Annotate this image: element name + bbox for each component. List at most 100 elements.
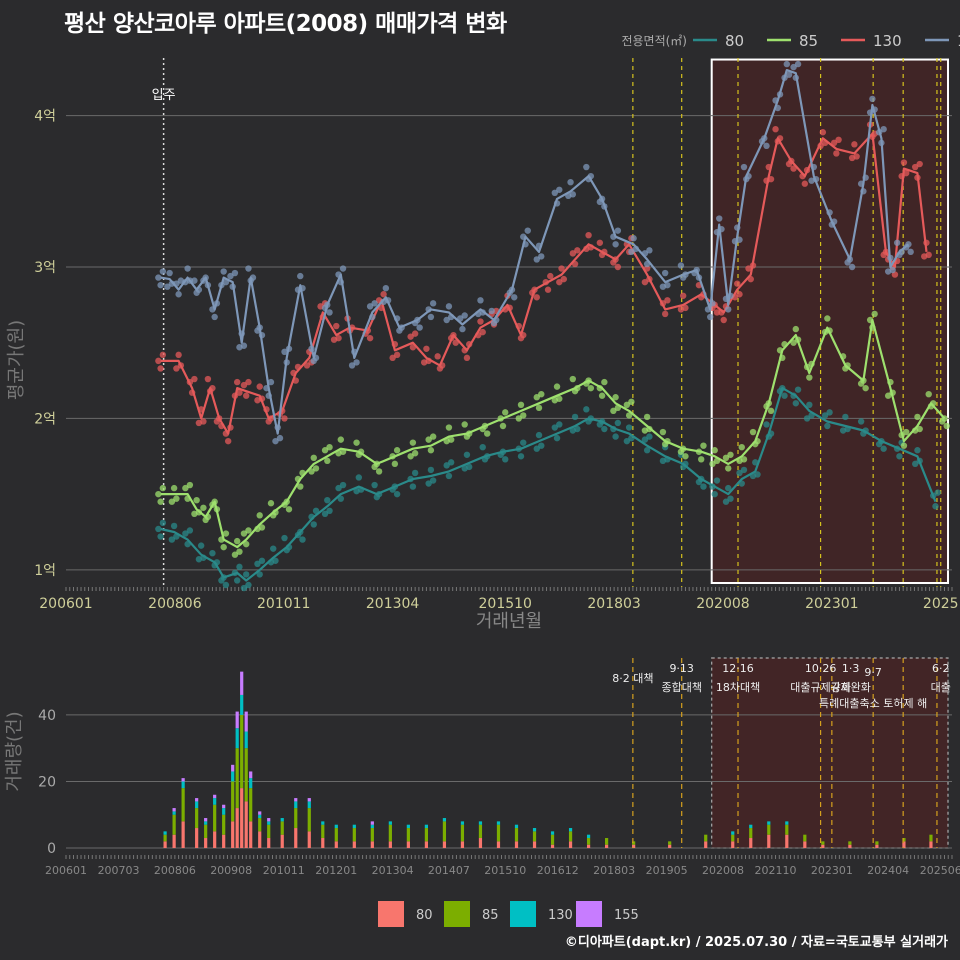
price-point-130 <box>245 378 252 386</box>
price-point-80 <box>312 507 320 514</box>
price-point-80 <box>155 525 162 533</box>
price-point-130 <box>423 345 430 352</box>
volume-bar-130 <box>460 821 465 825</box>
price-point-85 <box>902 428 910 436</box>
volume-bar-155 <box>258 811 262 815</box>
volume-bar-80 <box>352 841 356 848</box>
price-point-85 <box>427 447 435 454</box>
price-point-130 <box>853 153 860 160</box>
volume-bar-85 <box>442 821 447 842</box>
price-point-130 <box>596 239 604 246</box>
volume-bar-80 <box>244 801 248 848</box>
volume-bar-85 <box>406 828 410 842</box>
price-point-155 <box>366 303 374 310</box>
volume-x-tick-label: 201905 <box>646 864 688 877</box>
price-point-85 <box>749 428 757 436</box>
y-tick-label: 2억 <box>34 411 56 427</box>
price-point-85 <box>806 374 813 381</box>
volume-y-tick-label: 0 <box>47 841 56 857</box>
price-point-130 <box>236 389 243 396</box>
price-point-80 <box>236 563 243 571</box>
price-point-130 <box>547 272 554 280</box>
price-point-85 <box>520 412 527 419</box>
price-point-155 <box>646 247 653 254</box>
price-point-130 <box>925 251 932 259</box>
volume-bar-80 <box>181 821 185 848</box>
price-point-155 <box>567 179 574 186</box>
price-point-80 <box>763 421 770 428</box>
price-point-80 <box>740 466 748 474</box>
price-point-130 <box>175 351 182 359</box>
volume-bar-130 <box>586 834 591 839</box>
price-point-85 <box>170 484 178 492</box>
price-point-80 <box>520 439 527 446</box>
annotation-date: 12·16 <box>722 662 754 675</box>
price-point-80 <box>517 453 525 460</box>
price-point-85 <box>871 310 878 318</box>
annotation-date: 9·13 <box>669 662 694 675</box>
volume-bar-155 <box>244 711 248 732</box>
volume-bar-130 <box>749 824 753 829</box>
volume-bar-80 <box>875 844 879 848</box>
volume-legend-label-80: 80 <box>416 908 433 923</box>
price-point-80 <box>914 447 921 454</box>
price-point-85 <box>725 465 732 472</box>
x-tick-label: 200601 <box>39 596 92 612</box>
price-point-155 <box>184 265 191 272</box>
volume-bar-85 <box>240 714 244 789</box>
price-point-80 <box>556 421 563 428</box>
volume-bar-85 <box>195 808 199 829</box>
price-point-155 <box>339 265 347 272</box>
price-point-155 <box>848 263 856 271</box>
volume-bar-80 <box>731 841 735 848</box>
price-point-155 <box>664 281 671 289</box>
volume-bar-85 <box>424 828 429 842</box>
volume-bar-80 <box>514 841 519 848</box>
price-line-130 <box>160 132 928 435</box>
volume-bar-155 <box>267 818 271 822</box>
price-point-85 <box>200 504 207 511</box>
price-point-85 <box>233 537 241 545</box>
price-point-155 <box>677 262 685 269</box>
price-line-155 <box>160 68 910 435</box>
volume-bar-130 <box>478 821 483 825</box>
volume-bar-80 <box>406 841 410 848</box>
price-point-155 <box>166 269 173 277</box>
volume-bar-80 <box>334 841 338 848</box>
price-point-155 <box>583 163 590 171</box>
volume-bar-80 <box>460 841 465 848</box>
price-point-155 <box>459 325 466 333</box>
volume-bar-130 <box>222 808 226 815</box>
volume-bar-85 <box>249 788 253 822</box>
price-point-85 <box>790 339 797 346</box>
volume-x-tick-label: 201803 <box>593 864 635 877</box>
price-point-85 <box>445 424 453 431</box>
price-point-80 <box>803 415 811 422</box>
volume-x-tick-label: 202110 <box>755 864 797 877</box>
price-point-80 <box>324 497 331 504</box>
volume-bar-85 <box>244 748 248 802</box>
annotation-text: 대출 <box>931 681 951 694</box>
price-point-85 <box>411 450 419 457</box>
price-point-85 <box>157 498 164 505</box>
price-point-85 <box>740 456 748 463</box>
annotation-date: 10·26 <box>805 662 837 675</box>
volume-x-tick-label: 202506 <box>920 864 960 877</box>
volume-bar-85 <box>767 824 771 835</box>
price-point-130 <box>366 334 374 342</box>
price-point-155 <box>443 316 450 324</box>
volume-bar-130 <box>244 731 248 749</box>
legend-label-155: 155 <box>957 32 960 50</box>
annotation-date: 1·3 <box>842 662 860 675</box>
price-point-85 <box>409 439 417 446</box>
price-point-80 <box>159 519 167 527</box>
volume-bar-80 <box>821 844 825 848</box>
price-point-130 <box>224 437 232 445</box>
x-tick-label: 202008 <box>696 596 749 612</box>
price-point-130 <box>380 291 387 298</box>
price-point-80 <box>337 495 345 502</box>
volume-bar-85 <box>235 748 239 809</box>
price-point-85 <box>727 451 734 458</box>
volume-bar-80 <box>163 841 167 848</box>
volume-bar-80 <box>568 841 573 848</box>
